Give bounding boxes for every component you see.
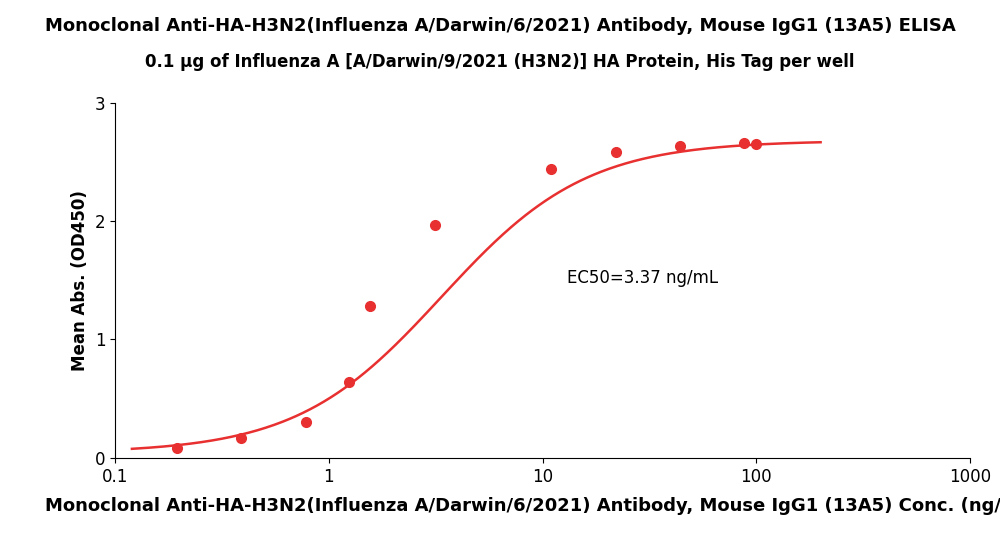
Point [608,148,624,157]
Point [341,377,357,386]
Point [169,444,185,453]
Point [736,139,752,148]
Point [233,434,249,443]
Point [427,220,443,229]
Point [543,164,559,173]
X-axis label: Monoclonal Anti-HA-H3N2(Influenza A/Darwin/6/2021) Antibody, Mouse IgG1 (13A5) C: Monoclonal Anti-HA-H3N2(Influenza A/Darw… [45,497,1000,514]
Point [298,417,314,426]
Point [672,142,688,150]
Y-axis label: Mean Abs. (OD450): Mean Abs. (OD450) [71,190,89,371]
Text: 0.1 μg of Influenza A [A/Darwin/9/2021 (H3N2)] HA Protein, His Tag per well: 0.1 μg of Influenza A [A/Darwin/9/2021 (… [145,53,855,70]
Text: EC50=3.37 ng/mL: EC50=3.37 ng/mL [567,269,718,287]
Point [362,301,378,310]
Point [748,139,764,148]
Text: Monoclonal Anti-HA-H3N2(Influenza A/Darwin/6/2021) Antibody, Mouse IgG1 (13A5) E: Monoclonal Anti-HA-H3N2(Influenza A/Darw… [45,17,955,34]
